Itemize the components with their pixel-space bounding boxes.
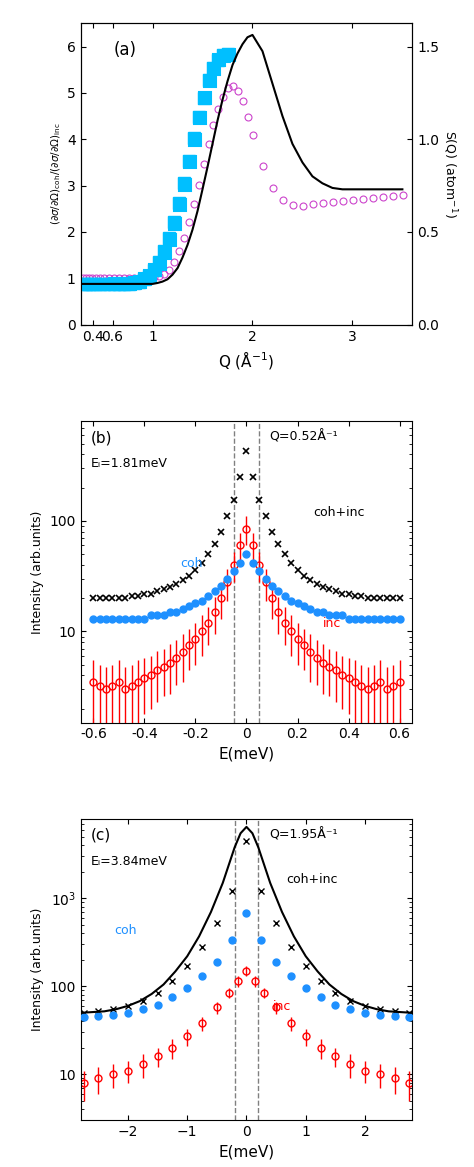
Text: coh: coh <box>114 924 136 937</box>
Y-axis label: $(\partial\sigma/\partial\Omega)_{\rm coh}/(\partial\sigma/\partial\Omega)_{\rm : $(\partial\sigma/\partial\Omega)_{\rm co… <box>49 123 63 225</box>
Text: (c): (c) <box>91 829 111 843</box>
Text: Q=0.52Å⁻¹: Q=0.52Å⁻¹ <box>270 431 338 443</box>
X-axis label: E(meV): E(meV) <box>219 747 274 762</box>
Text: coh: coh <box>180 557 202 569</box>
X-axis label: E(meV): E(meV) <box>219 1145 274 1160</box>
Text: (b): (b) <box>91 431 112 445</box>
X-axis label: Q ($\mathdefault{\AA}^{-1}$): Q ($\mathdefault{\AA}^{-1}$) <box>219 349 274 371</box>
Text: Eᵢ=1.81meV: Eᵢ=1.81meV <box>91 457 167 470</box>
Text: (a): (a) <box>114 41 137 60</box>
Y-axis label: Intensity (arb.units): Intensity (arb.units) <box>31 908 44 1032</box>
Text: inc: inc <box>323 617 341 630</box>
Text: coh+inc: coh+inc <box>313 505 365 518</box>
Y-axis label: S(Q) (atom$^{-1}$): S(Q) (atom$^{-1}$) <box>441 130 459 218</box>
Text: Eᵢ=3.84meV: Eᵢ=3.84meV <box>91 855 167 868</box>
Text: inc: inc <box>273 1000 292 1013</box>
Text: Q=1.95Å⁻¹: Q=1.95Å⁻¹ <box>270 829 338 841</box>
Y-axis label: Intensity (arb.units): Intensity (arb.units) <box>31 510 44 634</box>
Text: coh+inc: coh+inc <box>286 873 338 886</box>
